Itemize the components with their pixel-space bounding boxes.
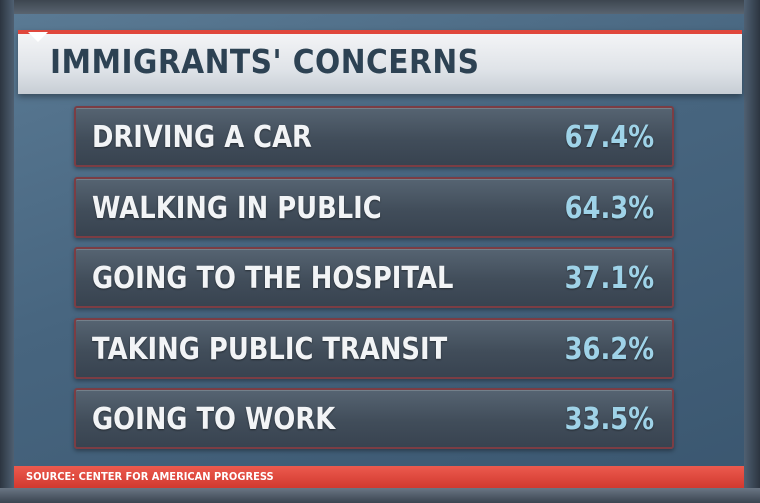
concern-label: TAKING PUBLIC TRANSIT xyxy=(92,331,448,367)
title-marker-icon xyxy=(28,32,48,42)
concern-percentage: 67.4% xyxy=(564,120,654,155)
concern-row: WALKING IN PUBLIC 64.3% xyxy=(74,176,674,238)
concern-row: GOING TO WORK 33.5% xyxy=(74,388,674,449)
chart-title: IMMIGRANTS' CONCERNS xyxy=(50,42,480,81)
concern-percentage: 36.2% xyxy=(564,331,654,367)
title-bar xyxy=(18,30,742,94)
frame-right-edge xyxy=(744,0,760,503)
concern-percentage: 37.1% xyxy=(564,261,654,296)
source-bar xyxy=(14,466,744,488)
frame-top-edge xyxy=(0,0,760,14)
concern-percentage: 33.5% xyxy=(564,402,654,437)
concern-percentage: 64.3% xyxy=(564,190,654,226)
bottom-frame-edge xyxy=(0,488,760,503)
concern-row: DRIVING A CAR 67.4% xyxy=(74,106,674,167)
concern-label: GOING TO THE HOSPITAL xyxy=(92,261,454,296)
concern-row: TAKING PUBLIC TRANSIT 36.2% xyxy=(74,317,674,379)
source-credit: SOURCE: CENTER FOR AMERICAN PROGRESS xyxy=(26,470,274,483)
concern-row: GOING TO THE HOSPITAL 37.1% xyxy=(74,247,674,308)
concern-label: DRIVING A CAR xyxy=(92,120,312,155)
concern-label: GOING TO WORK xyxy=(92,402,336,437)
concern-label: WALKING IN PUBLIC xyxy=(92,190,382,226)
frame-left-edge xyxy=(0,0,14,503)
